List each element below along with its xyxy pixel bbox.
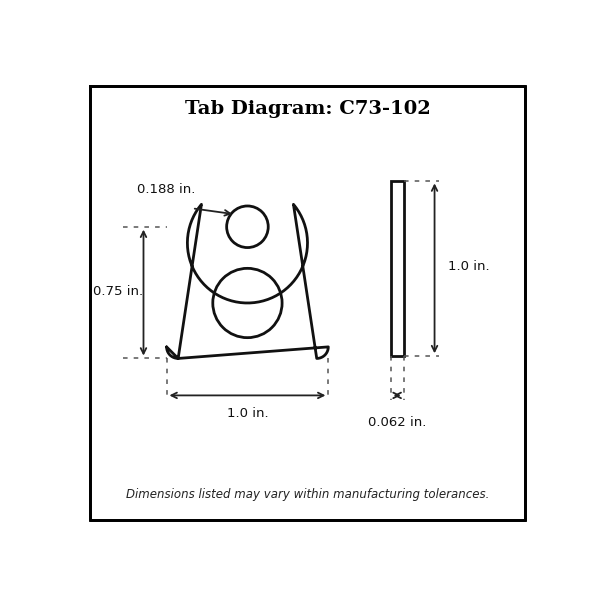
Text: 0.75 in.: 0.75 in. [93, 285, 143, 298]
Text: 0.062 in.: 0.062 in. [368, 416, 427, 429]
Bar [391, 181, 404, 356]
Text: Dimensions listed may vary within manufacturing tolerances.: Dimensions listed may vary within manufa… [126, 488, 489, 501]
Text: 1.0 in.: 1.0 in. [227, 407, 268, 421]
Text: Tab Diagram: C73-102: Tab Diagram: C73-102 [185, 100, 430, 118]
Text: 1.0 in.: 1.0 in. [448, 260, 490, 272]
Text: 0.188 in.: 0.188 in. [137, 184, 196, 196]
